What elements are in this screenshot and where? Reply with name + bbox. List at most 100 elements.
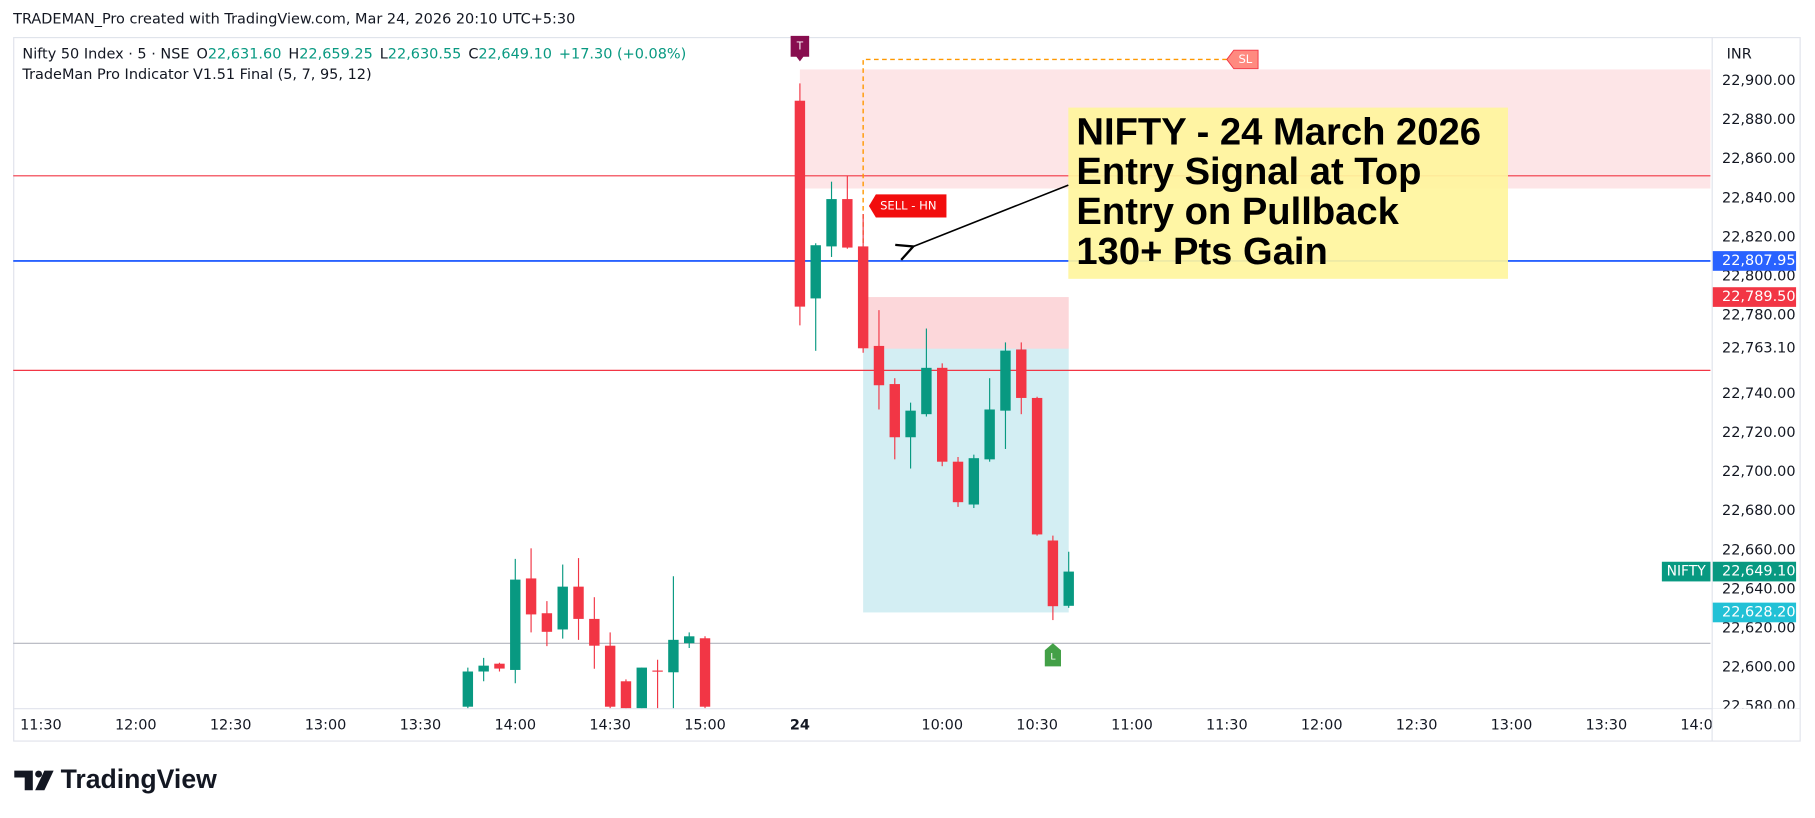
legend-symbol: Nifty 50 Index · 5 · NSE O22,631.60 H22,65…: [22, 46, 686, 62]
candle-body: [510, 579, 521, 670]
x-tick-label: 10:00: [921, 717, 963, 733]
candle-body: [652, 670, 663, 672]
legend-item: 22,649.10: [478, 46, 552, 62]
candle-body: [620, 681, 632, 709]
y-tick-label: 22,640.00: [1722, 581, 1796, 597]
candle-body: [842, 199, 853, 248]
y-tick-label: 22,720.00: [1722, 425, 1796, 441]
annotation-line: NIFTY - 24 March 2026: [1076, 110, 1481, 153]
y-tick-label: 22,680.00: [1722, 503, 1796, 519]
axis-mask: [1711, 709, 1713, 741]
legend-item: 22,630.55: [388, 46, 462, 62]
price-label-box: [1712, 602, 1797, 623]
candle-body: [984, 409, 995, 460]
y-tick-label: 22,740.00: [1722, 386, 1796, 402]
candle-body: [557, 586, 568, 630]
candle-body: [573, 586, 584, 619]
logo-mark: [14, 770, 33, 791]
price-label: 22,789.50: [1722, 289, 1796, 305]
logo-slash: [35, 770, 54, 791]
price-label: 22,649.10: [1722, 564, 1796, 580]
candle-body: [1000, 350, 1011, 411]
footer-brand: TradingView: [61, 764, 218, 794]
y-tick-label: 22,780.00: [1722, 308, 1796, 324]
price-label-box: [1712, 251, 1797, 271]
legend-item: L: [380, 46, 388, 62]
marker-label: T: [796, 40, 804, 52]
candle-body: [589, 618, 600, 646]
stop-loss-label: SL: [1238, 52, 1252, 66]
candle-body: [810, 245, 821, 299]
price-label-box: [1712, 287, 1797, 307]
marker-label: L: [1050, 652, 1056, 663]
price-label: 22,807.95: [1722, 253, 1796, 269]
price-label: 22,763.10: [1722, 341, 1796, 357]
price-label: 22,628.20: [1722, 604, 1796, 620]
x-tick-label: 11:30: [20, 717, 62, 733]
candle-body: [968, 458, 980, 505]
y-tick-label: 22,660.00: [1722, 542, 1796, 558]
annotation-line: Entry on Pullback: [1076, 190, 1399, 233]
x-tick-label: 15:00: [684, 717, 726, 733]
x-tick-label: 12:00: [115, 717, 157, 733]
x-tick-label: 13:00: [305, 717, 347, 733]
candle-body: [684, 636, 695, 644]
candle-body: [604, 645, 616, 707]
candle-body: [636, 667, 647, 709]
x-tick-label: 24: [790, 717, 810, 733]
candle-body: [857, 246, 869, 349]
chart-frame: [13, 37, 1801, 742]
y-tick-label: 22,860.00: [1722, 151, 1796, 167]
y-tick-label: 22,700.00: [1722, 464, 1796, 480]
y-tick-label: 22,880.00: [1722, 112, 1796, 128]
price-label-box: [1712, 561, 1797, 582]
candle-body: [541, 613, 553, 632]
x-tick-label: 12:30: [210, 717, 252, 733]
y-tick-label: 22,840.00: [1722, 190, 1796, 206]
candle-body: [478, 665, 489, 672]
candle-body: [525, 578, 537, 615]
candle-body: [1031, 397, 1043, 535]
axis-mask: [1712, 0, 1815, 38]
candle-body: [921, 367, 932, 415]
legend-item: H: [288, 46, 299, 62]
header: TRADEMAN_Pro created with TradingView.co…: [12, 12, 575, 28]
x-tick-label: 11:30: [1206, 717, 1248, 733]
y-tick-label: 22,600.00: [1722, 660, 1796, 676]
annotation-arrow: [913, 184, 1069, 246]
legend-item: O: [196, 46, 207, 62]
candle-body: [937, 367, 948, 462]
candle-body: [952, 461, 964, 503]
price-tag: NIFTY: [1667, 564, 1707, 580]
candle-body: [826, 199, 837, 247]
y-tick-label: 22,820.00: [1722, 229, 1796, 245]
candle-body: [873, 345, 885, 386]
annotation-line: 130+ Pts Gain: [1076, 230, 1327, 273]
zone: [863, 297, 1069, 349]
marker-badge: [868, 194, 947, 218]
candle-body: [1047, 540, 1059, 607]
annotation-box: [1068, 107, 1508, 279]
indicator-name: TradeMan Pro Indicator V1.51 Final (5, 7…: [21, 67, 371, 83]
x-tick-label: 11:00: [1111, 717, 1153, 733]
candle-body: [699, 638, 711, 707]
x-tick-label: 14:00: [494, 717, 536, 733]
footer-logo: TradingView: [14, 764, 217, 794]
candle-body: [889, 384, 900, 438]
legend-item: Nifty 50 Index · 5 · NSE: [22, 46, 189, 62]
legend-item: C: [468, 46, 478, 62]
candle-body: [794, 100, 806, 307]
candle-body: [905, 410, 916, 438]
x-tick-label: 13:00: [1491, 717, 1533, 733]
y-tick-label: 22,800.00: [1722, 269, 1796, 285]
x-tick-label: 14:30: [589, 717, 631, 733]
candle-body: [1063, 571, 1074, 606]
x-tick-label: 13:30: [400, 717, 442, 733]
marker-badge: [1044, 643, 1061, 667]
candle-body: [494, 663, 505, 669]
legend-item: 22,659.25: [299, 46, 373, 62]
plot-area: [13, 58, 1711, 709]
